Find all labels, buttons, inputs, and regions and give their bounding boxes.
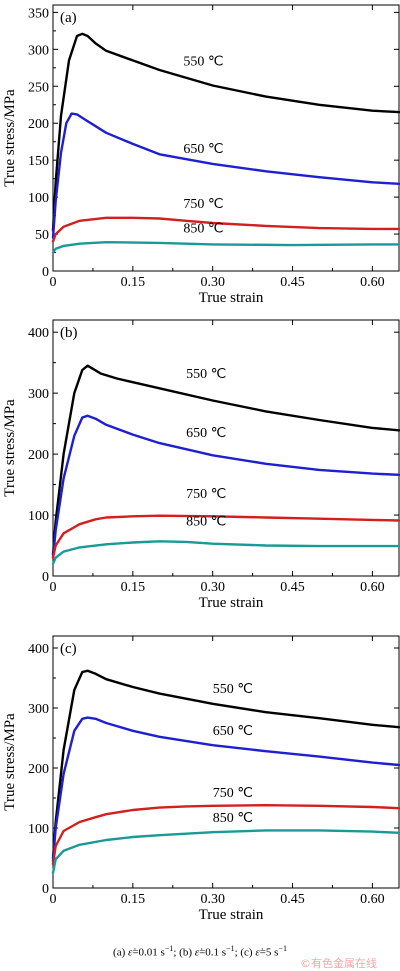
- y-tick-label: 200: [28, 448, 49, 463]
- x-tick-label: 0.15: [121, 580, 146, 595]
- series-line-2: [51, 514, 400, 559]
- x-tick-label: 0.45: [280, 580, 305, 595]
- caption-a-exp: −1: [164, 944, 174, 953]
- series-annotation: 850 ℃: [213, 811, 253, 826]
- y-tick-label: 350: [28, 6, 49, 21]
- series-annotation: 550 ℃: [213, 682, 253, 697]
- y-tick-label: 200: [28, 117, 49, 132]
- series-line-3: [51, 540, 400, 565]
- series-annotation: 750 ℃: [213, 786, 253, 801]
- panel-label: (b): [60, 325, 78, 341]
- y-tick-label: 400: [28, 326, 49, 341]
- series-annotation: 750 ℃: [186, 487, 226, 502]
- series-annotation: 850 ℃: [183, 222, 223, 237]
- series-annotation: 650 ℃: [213, 724, 253, 739]
- figure-caption: (a) ε̇=0.01 s−1; (b) ε̇=0.1 s−1; (c) ε̇=…: [0, 944, 400, 959]
- x-tick-label: 0: [50, 580, 57, 595]
- y-axis-label: True stress/MPa: [2, 399, 18, 497]
- y-tick-label: 0: [42, 265, 49, 280]
- y-tick-label: 100: [28, 509, 49, 524]
- series-line-0: [51, 364, 400, 556]
- series-annotation: 550 ℃: [186, 367, 226, 382]
- series-line-1: [51, 414, 400, 559]
- x-tick-label: 0.60: [360, 892, 385, 907]
- series-line-1: [51, 112, 400, 240]
- y-tick-label: 0: [42, 882, 49, 897]
- x-tick-label: 0.45: [280, 892, 305, 907]
- caption-sep-1: ;: [173, 946, 177, 959]
- plot-frame: [52, 635, 400, 889]
- x-axis-label: True strain: [199, 595, 264, 611]
- series-annotation: 650 ℃: [183, 142, 223, 157]
- plot-frame: [52, 4, 400, 272]
- x-tick-label: 0: [50, 892, 57, 907]
- x-tick-label: 0.15: [121, 275, 146, 290]
- x-tick-label: 0.30: [200, 892, 225, 907]
- caption-a-label: (a): [113, 946, 126, 959]
- series-annotation: 650 ℃: [186, 426, 226, 441]
- caption-b-exp: −1: [226, 944, 235, 953]
- caption-c-symbol: ε̇: [255, 946, 260, 959]
- x-tick-label: 0.15: [121, 892, 146, 907]
- x-tick-label: 0.30: [200, 275, 225, 290]
- y-tick-label: 100: [28, 191, 49, 206]
- caption-a-value: =0.01 s: [132, 946, 165, 959]
- series-line-0: [51, 32, 400, 232]
- x-axis-label: True strain: [199, 290, 264, 306]
- x-axis-label: True strain: [199, 907, 264, 923]
- y-tick-label: 400: [28, 642, 49, 657]
- y-tick-label: 300: [28, 702, 49, 717]
- x-tick-label: 0.60: [360, 580, 385, 595]
- plot-frame: [52, 319, 400, 577]
- panel-label: (a): [60, 10, 77, 26]
- y-tick-label: 150: [28, 154, 49, 169]
- y-axis-label: True stress/MPa: [2, 89, 18, 187]
- chart-panel-2: 0 0.15 0.30 0.45 0.60 0 100 200 300 400 True strai…: [2, 635, 400, 923]
- caption-c-label: (c): [240, 946, 253, 959]
- y-tick-label: 300: [28, 387, 49, 402]
- caption-c-value: =5 s: [259, 946, 279, 959]
- x-tick-label: 0.30: [200, 580, 225, 595]
- y-tick-label: 50: [35, 228, 49, 243]
- x-tick-label: 0.45: [280, 275, 305, 290]
- y-tick-label: 250: [28, 80, 49, 95]
- caption-c-exp: −1: [278, 944, 287, 953]
- y-tick-label: 0: [42, 570, 49, 585]
- chart-panel-0: 0 0.15 0.30 0.45 0.60 0 50 100 150 200 250 300 350 Tr…: [2, 4, 400, 306]
- series-annotation: 850 ℃: [186, 514, 226, 529]
- caption-b-symbol: ε̇: [194, 946, 200, 959]
- watermark: ©有色金属在线: [300, 957, 377, 970]
- y-axis-label: True stress/MPa: [2, 713, 18, 811]
- series-line-0: [51, 669, 400, 860]
- caption-b-label: (b): [179, 946, 192, 959]
- x-tick-label: 0: [50, 275, 57, 290]
- series-line-2: [51, 216, 400, 243]
- series-line-1: [51, 716, 400, 863]
- caption-a-symbol: ε̇: [128, 946, 133, 959]
- caption-sep-2: ;: [234, 946, 238, 959]
- y-tick-label: 100: [28, 822, 49, 837]
- chart-panel-1: 0 0.15 0.30 0.45 0.60 0 100 200 300 400 True strai…: [2, 319, 400, 611]
- caption-b-value: =0.1 s: [199, 946, 227, 959]
- series-line-3: [51, 829, 400, 875]
- panel-label: (c): [60, 641, 77, 657]
- y-tick-label: 300: [28, 43, 49, 58]
- y-tick-label: 200: [28, 762, 49, 777]
- x-tick-label: 0.60: [360, 275, 385, 290]
- series-line-2: [51, 804, 400, 866]
- series-annotation: 550 ℃: [183, 55, 223, 70]
- series-line-3: [51, 240, 400, 254]
- series-annotation: 750 ℃: [183, 197, 223, 212]
